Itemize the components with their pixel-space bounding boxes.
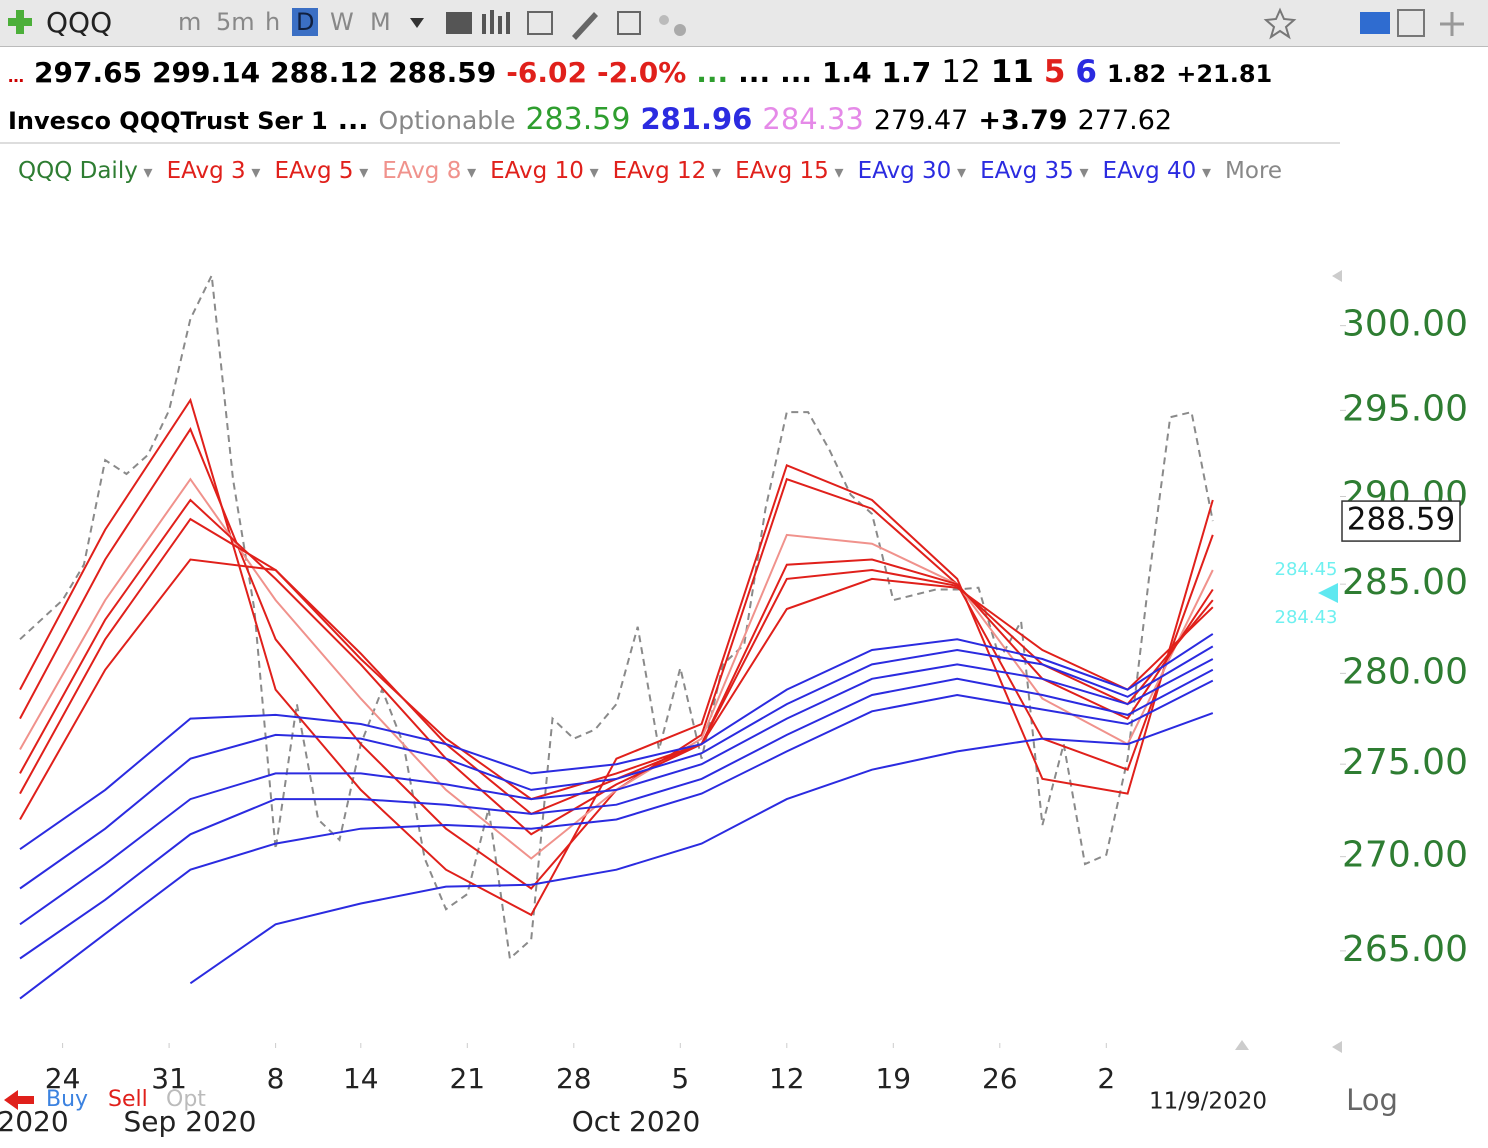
- x-tick-label: 24: [45, 1062, 81, 1095]
- legend-item[interactable]: EAvg 35: [980, 158, 1088, 184]
- interval[interactable]: m: [178, 8, 202, 36]
- y-tick-label: 280.00: [1342, 651, 1468, 692]
- series-line: [19, 658, 1214, 926]
- right-label: 284.43: [1275, 607, 1338, 628]
- series-line: [19, 517, 1214, 816]
- date-label: 11/9/2020: [1149, 1089, 1267, 1115]
- x-tick-label: 19: [875, 1062, 911, 1095]
- price-pointer: [1318, 583, 1338, 603]
- month-label: Sep 2020: [124, 1105, 257, 1138]
- stat: +21.81: [1176, 60, 1273, 88]
- stat: 11: [990, 54, 1034, 90]
- y-tick-label: 300.00: [1342, 304, 1468, 345]
- separator: [0, 142, 1340, 144]
- price-tag: 288.59: [1347, 502, 1455, 538]
- y-tick-label: 285.00: [1342, 562, 1468, 603]
- series-line: [19, 498, 1214, 836]
- series-line: [189, 712, 1214, 985]
- dots: ...: [337, 105, 369, 136]
- y-tick-label: 265.00: [1342, 929, 1468, 970]
- legend-item[interactable]: EAvg 40: [1103, 158, 1211, 184]
- x-tick-label: 21: [449, 1062, 485, 1095]
- stat: +3.79: [978, 105, 1068, 136]
- trade-icon[interactable]: [4, 1090, 34, 1110]
- interval-active[interactable]: D: [292, 8, 319, 36]
- legend: QQQ Daily EAvg 3 EAvg 5 EAvg 8 EAvg 10 EAvg 1…: [18, 158, 1282, 184]
- x-tick-label: 31: [151, 1062, 187, 1095]
- stat: 6: [1075, 54, 1097, 90]
- scroll-arrow: [1332, 270, 1342, 282]
- series-line: [19, 645, 1214, 890]
- series-line: [19, 558, 1214, 820]
- sell[interactable]: Sell: [108, 1087, 148, 1112]
- right-label: 284.45: [1275, 559, 1338, 580]
- legend-item[interactable]: QQQ Daily: [18, 158, 153, 184]
- stat: 1.82: [1106, 60, 1167, 88]
- add-icon[interactable]: [0, 0, 40, 46]
- legend-item[interactable]: EAvg 10: [490, 158, 598, 184]
- x-tick-label: 28: [556, 1062, 592, 1095]
- x-tick-label: 12: [769, 1062, 805, 1095]
- stat: 277.62: [1077, 105, 1173, 136]
- x-tick-label: 8: [267, 1062, 285, 1095]
- scroll-arrow: [1332, 1041, 1342, 1053]
- month-label: 2020: [0, 1105, 69, 1138]
- interval[interactable]: W: [330, 8, 354, 36]
- legend-item[interactable]: EAvg 15: [735, 158, 843, 184]
- stat: 281.96: [640, 102, 753, 136]
- change: -6.02: [506, 56, 587, 89]
- quote-row: … 297.65 299.14 288.12 288.59 -6.02 -2.0…: [8, 54, 1272, 90]
- legend-item[interactable]: EAvg 3: [167, 158, 261, 184]
- stat: 5: [1043, 54, 1066, 90]
- legend-more[interactable]: More: [1225, 158, 1283, 184]
- scroll-arrow: [1235, 1040, 1249, 1050]
- open: 297.65: [34, 56, 143, 89]
- optionable: Optionable: [378, 106, 516, 135]
- buy[interactable]: Buy: [46, 1087, 88, 1112]
- x-tick-label: 26: [982, 1062, 1018, 1095]
- legend-item[interactable]: EAvg 12: [613, 158, 721, 184]
- change-pct: -2.0%: [596, 56, 687, 89]
- info-row: Invesco QQQTrust Ser 1 ... Optionable 28…: [8, 102, 1172, 137]
- stat: 1.7: [881, 56, 932, 89]
- low: 288.12: [270, 56, 379, 89]
- legend-item[interactable]: EAvg 8: [382, 158, 476, 184]
- high: 299.14: [152, 56, 261, 89]
- interval[interactable]: 5m: [216, 8, 255, 36]
- company: Invesco QQQTrust Ser 1: [8, 107, 328, 135]
- dots: ...: [738, 56, 771, 89]
- stat: 1.4: [822, 56, 872, 89]
- series-line: [19, 679, 1214, 1000]
- close: 288.59: [388, 56, 497, 89]
- stat: 284.33: [762, 102, 864, 136]
- y-tick-label: 295.00: [1342, 388, 1468, 429]
- stat: 12: [941, 54, 981, 90]
- quote: …: [8, 67, 24, 86]
- opt[interactable]: Opt: [166, 1087, 206, 1112]
- stat: 283.59: [525, 102, 631, 137]
- symbol[interactable]: QQQ: [46, 6, 113, 39]
- legend-item[interactable]: EAvg 30: [858, 158, 966, 184]
- price-tag-box: [1341, 500, 1461, 542]
- dots: ...: [780, 56, 813, 89]
- y-tick-label: 270.00: [1342, 835, 1468, 876]
- plot: [19, 271, 1214, 1000]
- x-tick-label: 5: [671, 1062, 689, 1095]
- dots: ...: [696, 56, 729, 89]
- x-tick-label: 14: [343, 1062, 379, 1095]
- legend-item[interactable]: EAvg 5: [274, 158, 368, 184]
- stat: 279.47: [873, 105, 969, 136]
- y-tick-label: 275.00: [1342, 742, 1468, 783]
- series-line: [19, 633, 1214, 851]
- log-toggle[interactable]: Log: [1346, 1083, 1398, 1117]
- month-label: Oct 2020: [572, 1105, 701, 1138]
- series-line: [19, 668, 1214, 960]
- x-tick-label: 2: [1097, 1062, 1115, 1095]
- series-line: [19, 271, 1214, 961]
- interval[interactable]: h: [265, 8, 281, 36]
- interval[interactable]: M: [370, 8, 391, 36]
